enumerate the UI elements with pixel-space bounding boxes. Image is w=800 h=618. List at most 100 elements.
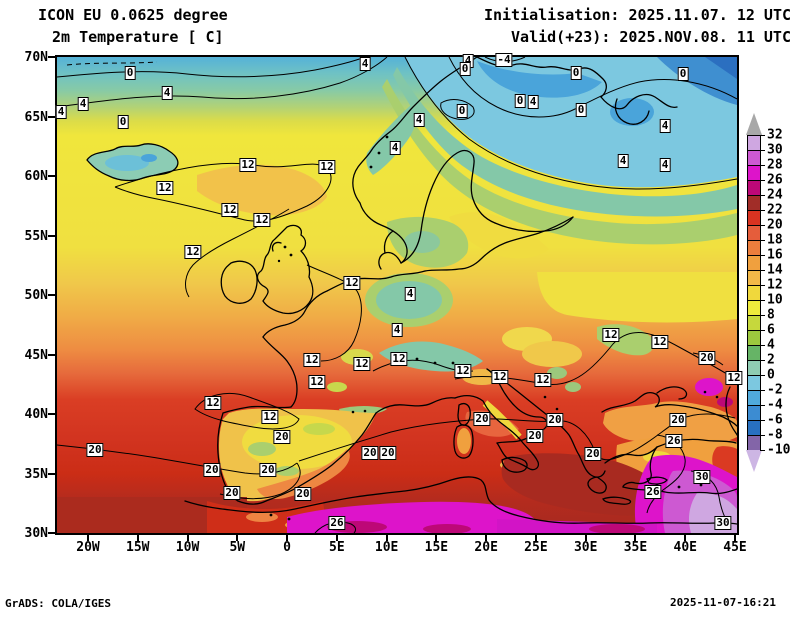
contour-label: -4 (495, 53, 513, 67)
contour-label: 4 (391, 323, 403, 337)
colorbar-segment (748, 271, 760, 286)
contour-label: 12 (454, 364, 472, 378)
colorbar-segment (748, 346, 760, 361)
x-axis-tick (186, 535, 189, 541)
y-axis-label: 55N (24, 228, 48, 244)
y-axis-tick (48, 294, 55, 296)
x-axis-label: 10E (374, 540, 399, 555)
contour-label: 12 (491, 370, 509, 384)
creation-timestamp: 2025-11-07-16:21 (670, 596, 776, 609)
contour-label: 4 (413, 113, 425, 127)
colorbar-tick (760, 255, 765, 256)
contour-label: 20 (526, 429, 544, 443)
x-axis-tick (385, 535, 388, 541)
colorbar-tick (760, 375, 765, 376)
contour-label: 12 (651, 335, 669, 349)
contour-label: 20 (669, 413, 687, 427)
colorbar-value-label: 26 (767, 172, 783, 188)
colorbar-tick (760, 195, 765, 196)
y-axis-label: 70N (24, 50, 48, 65)
x-axis-tick (734, 535, 736, 541)
contour-label: 12 (303, 353, 321, 367)
colorbar-value-label: 12 (767, 277, 783, 293)
contour-label: 20 (294, 487, 312, 501)
colorbar-segment (748, 181, 760, 196)
colorbar-tick (760, 420, 765, 421)
colorbar-above-range-arrow (746, 113, 762, 135)
init-time-text: Initialisation: 2025.11.07. 12 UTC (483, 6, 791, 24)
y-axis-label: 65N (24, 109, 48, 125)
contour-label: 30 (714, 516, 732, 530)
contour-label: 4 (617, 154, 629, 168)
contour-label: 12 (390, 352, 408, 366)
colorbar-tick (760, 390, 765, 391)
y-axis-tick (48, 115, 55, 118)
field-title: 2m Temperature [ C] (52, 28, 224, 46)
colorbar-segment (748, 196, 760, 211)
x-axis-tick (87, 535, 89, 541)
y-axis-label: 50N (24, 288, 48, 303)
contour-label: 20 (273, 430, 291, 444)
colorbar-tick (760, 360, 765, 361)
contour-label: 0 (124, 66, 136, 80)
colorbar-tick (760, 165, 765, 166)
colorbar-segment (748, 376, 760, 391)
colorbar-tick (760, 150, 765, 151)
contour-label: 12 (308, 375, 326, 389)
contour-label: 12 (204, 396, 222, 410)
colorbar-tick (760, 450, 765, 451)
contour-label: 12 (725, 371, 743, 385)
colorbar-value-label: 2 (767, 352, 775, 368)
contour-label: 4 (659, 158, 671, 172)
contour-label: 4 (77, 97, 89, 111)
contour-label: 20 (698, 351, 716, 365)
colorbar-segment (748, 406, 760, 421)
colorbar-segment (748, 286, 760, 301)
colorbar-value-label: 28 (767, 157, 783, 173)
x-axis-label: 5E (329, 540, 345, 555)
colorbar-bar (747, 135, 761, 451)
x-axis-label: 5W (229, 540, 246, 555)
y-axis-tick (48, 56, 55, 58)
x-axis-label: 10W (175, 540, 200, 555)
colorbar-segment (748, 136, 760, 151)
y-axis-label: 30N (24, 526, 48, 541)
colorbar-tick (760, 300, 765, 301)
contour-label: 12 (343, 276, 361, 290)
x-axis-label: 0 (283, 540, 291, 555)
x-axis-tick (136, 535, 139, 541)
contour-label: 0 (677, 67, 689, 81)
x-axis-label: 15W (126, 540, 150, 555)
contour-label: 20 (473, 412, 491, 426)
contour-label: 12 (221, 203, 239, 217)
colorbar-segment (748, 316, 760, 331)
colorbar-value-label: -6 (767, 412, 783, 428)
x-axis-tick (335, 535, 338, 541)
contour-label: 12 (253, 213, 271, 227)
y-axis-tick (48, 234, 55, 237)
colorbar-value-label: 14 (767, 262, 783, 278)
colorbar-value-label: 0 (767, 367, 775, 383)
contour-label: 20 (223, 486, 241, 500)
colorbar-segment (748, 301, 760, 316)
colorbar-value-label: -4 (767, 397, 783, 413)
colorbar-segment (748, 331, 760, 346)
colorbar-segment (748, 436, 760, 451)
contour-label: 12 (156, 181, 174, 195)
contour-label: 0 (459, 62, 471, 76)
colorbar-value-label: 8 (767, 307, 775, 323)
grads-attribution: GrADS: COLA/IGES (5, 597, 111, 610)
x-axis-tick (634, 535, 637, 541)
x-axis-label: 45E (723, 540, 747, 555)
colorbar-tick (760, 180, 765, 181)
colorbar: 32 30 28 26 24 22 20 18 16 14 12 10 8 6 4 2 0 -2 -4 -6 -8 -10 (746, 113, 800, 494)
y-axis-tick (48, 175, 55, 177)
contour-label: 20 (546, 413, 564, 427)
contour-label: 4 (55, 105, 67, 119)
contour-label: 26 (665, 434, 683, 448)
colorbar-below-range-arrow (746, 450, 762, 472)
temperature-map: 0 4 4 4 0 12 12 12 12 4 4 -4 0 0 0 4 4 12 0 0 4 0 4 4 4 12 12 4 4 12 1… (55, 53, 743, 535)
colorbar-tick (760, 435, 765, 436)
colorbar-value-label: 6 (767, 322, 775, 338)
